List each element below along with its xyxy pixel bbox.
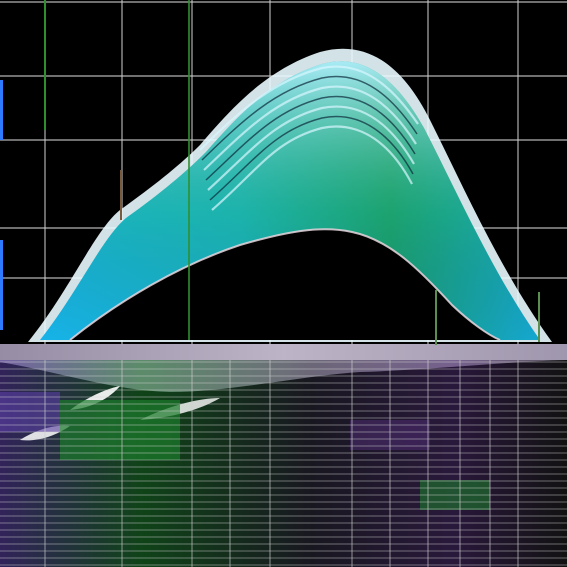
reflection-purple-patch [0, 392, 60, 432]
wave-layer-line [207, 105, 415, 191]
wave-layer-line [199, 65, 419, 151]
reflection-green-patch [60, 400, 180, 460]
accent-blue-bar [0, 80, 3, 140]
wave-inner-edge [69, 228, 501, 341]
wave-layer-line [211, 125, 413, 211]
wave-layer-line [209, 115, 414, 201]
wave-layer-line [203, 85, 417, 171]
wave-layer-line [201, 75, 418, 161]
accent-green-spike [44, 0, 46, 130]
reflection-fill [0, 360, 567, 567]
accent-green-spike-2 [188, 0, 190, 340]
wave-inner-arch [70, 229, 500, 340]
mirrored-striped-reflection [0, 360, 567, 567]
gradient-hill-wave [28, 48, 552, 342]
accent-spikes [0, 0, 540, 345]
reflection-grid [44, 360, 519, 567]
accent-green-spike-5 [120, 170, 122, 220]
reflection-stripes [0, 361, 567, 566]
accent-green-spike-3 [435, 290, 437, 345]
accent-green-spike-4 [538, 292, 540, 342]
reflection-green-patch-2 [420, 480, 490, 510]
wave-layer-lines [199, 65, 419, 211]
accent-blue-bar-2 [0, 240, 3, 330]
wave-layer-line [205, 95, 416, 181]
